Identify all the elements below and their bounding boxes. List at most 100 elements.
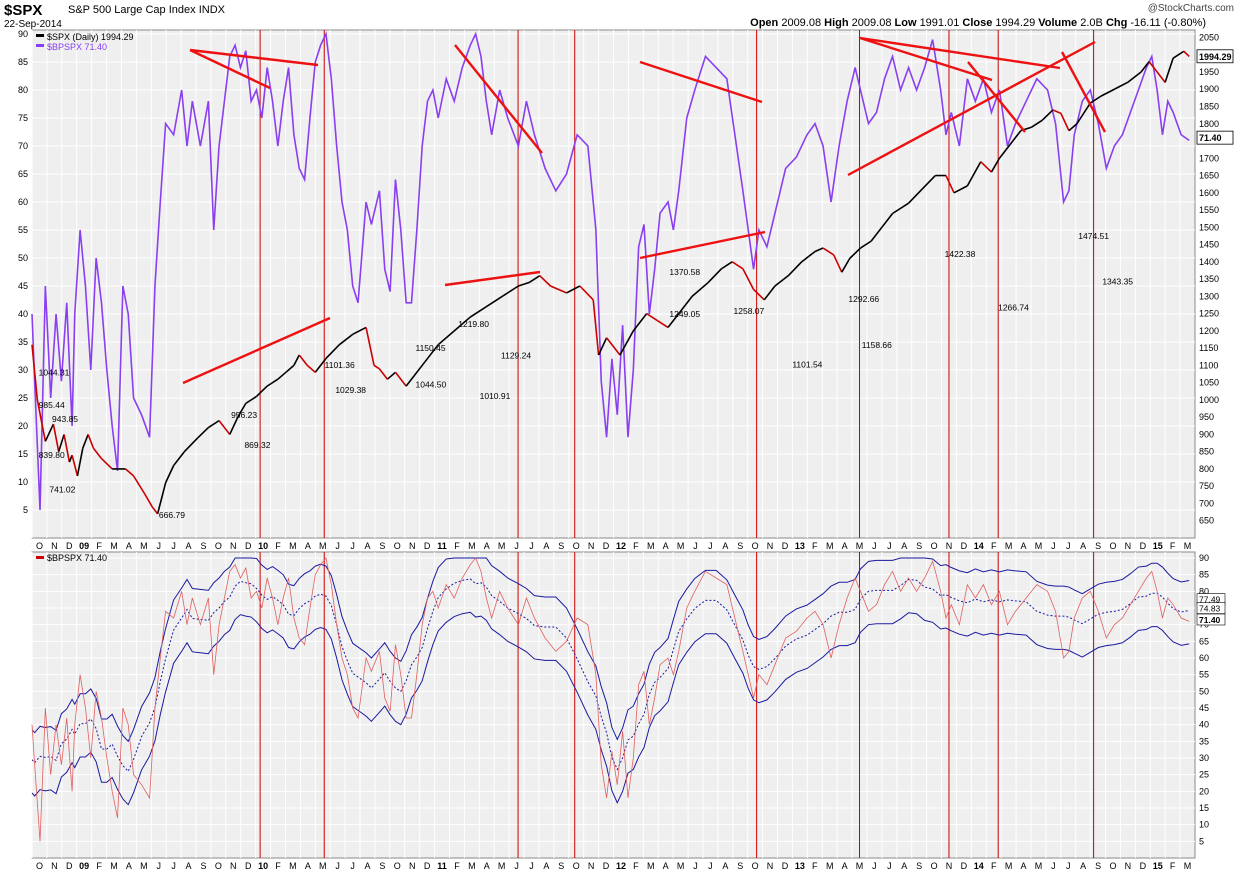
y-left-tick: 80 [18, 85, 28, 95]
x-tick-label-bottom: O [36, 861, 43, 871]
price-segment [907, 188, 923, 204]
price-annotation: 1219.80 [458, 319, 489, 329]
x-tick-label: N [767, 541, 774, 551]
y-left-tick: 40 [18, 309, 28, 319]
price-segment [378, 368, 389, 380]
price-segment [52, 423, 60, 452]
x-tick-label: J [350, 541, 355, 551]
price-annotation: 1101.36 [325, 360, 355, 370]
x-tick-label-bottom: A [484, 861, 490, 871]
y-right-tick: 2050 [1199, 32, 1219, 42]
x-tick-label-bottom: J [335, 861, 340, 871]
x-tick-label-bottom: D [245, 861, 252, 871]
y-left-tick: 10 [18, 477, 28, 487]
x-tick-label: M [468, 541, 476, 551]
x-tick-label-bottom: M [140, 861, 148, 871]
trendline [1060, 51, 1107, 133]
y-left-tick: 20 [18, 421, 28, 431]
y-right-tick: 850 [1199, 447, 1214, 457]
value-tag-box [1196, 49, 1234, 64]
y-left-tick: 5 [23, 505, 28, 515]
y-right-tick: 650 [1199, 516, 1214, 526]
sub-y-tick: 35 [1199, 736, 1209, 746]
trendline [847, 40, 1096, 177]
price-segment [143, 492, 153, 508]
price-segment [1100, 88, 1115, 97]
price-annotation: 1266.74 [998, 303, 1029, 313]
price-segment [646, 312, 658, 322]
x-tick-label-bottom: J [693, 861, 698, 871]
x-tick-label-bottom: N [51, 861, 58, 871]
price-annotation: 1258.07 [734, 306, 765, 316]
x-tick-label: M [677, 541, 685, 551]
x-tick-label-bottom: M [110, 861, 118, 871]
price-segment [338, 333, 354, 346]
index-name-text: S&P 500 Large Cap Index [68, 4, 196, 16]
x-tick-label: D [424, 541, 431, 551]
price-annotation: 1150.45 [415, 343, 445, 353]
x-tick-label-bottom: 12 [616, 861, 626, 871]
price-annotation: 1044.50 [415, 379, 446, 389]
x-tick-label: S [379, 541, 385, 551]
bpspx-line [31, 31, 1190, 511]
x-tick-label-bottom: F [454, 861, 460, 871]
x-tick-label-bottom: A [663, 861, 669, 871]
x-tick-label: D [961, 541, 968, 551]
y-right-tick: 1900 [1199, 84, 1219, 94]
legend-swatch [36, 34, 44, 37]
x-tick-label: A [305, 541, 311, 551]
price-segment [1052, 109, 1062, 115]
price-segment [36, 399, 47, 442]
x-tick-label: O [752, 541, 759, 551]
trendline [444, 270, 541, 287]
price-segment [849, 247, 862, 259]
price-segment [619, 330, 635, 356]
x-tick-label: A [842, 541, 848, 551]
x-tick-label: O [573, 541, 580, 551]
x-tick-label-bottom: F [633, 861, 639, 871]
x-tick-label: N [1125, 541, 1132, 551]
price-annotation: 741.02 [49, 484, 75, 494]
price-annotation: 1010.91 [480, 391, 511, 401]
price-segment [632, 313, 648, 332]
price-segment [469, 306, 487, 318]
x-tick-label-bottom: A [126, 861, 132, 871]
price-segment [44, 423, 55, 442]
x-tick-label: S [558, 541, 564, 551]
x-tick-label-bottom: F [275, 861, 281, 871]
x-tick-label-bottom: D [66, 861, 73, 871]
x-tick-label: A [722, 541, 728, 551]
price-segment [518, 281, 530, 287]
price-segment [763, 285, 776, 301]
x-tick-label-bottom: M [498, 861, 506, 871]
price-segment [285, 364, 295, 373]
price-segment [721, 261, 733, 270]
x-tick-label: A [1021, 541, 1027, 551]
price-segment [841, 257, 851, 273]
y-right-tick: 900 [1199, 429, 1214, 439]
x-tick-label-bottom: M [677, 861, 685, 871]
x-tick-label: O [931, 541, 938, 551]
y-right-tick: 1100 [1199, 360, 1218, 370]
x-tick-label: F [96, 541, 102, 551]
chg-label: Chg [1105, 17, 1128, 29]
price-annotation: 1129.24 [501, 350, 531, 360]
sub-value-tag-box [1196, 602, 1226, 614]
y-right-tick: 1200 [1199, 326, 1219, 336]
x-tick-label-bottom: O [1109, 861, 1116, 871]
x-tick-label-bottom: 15 [1153, 861, 1163, 871]
price-segment [197, 426, 209, 439]
y-right-tick: 800 [1199, 464, 1214, 474]
price-annotation: 869.32 [244, 440, 270, 450]
y-right-tick: 1350 [1199, 274, 1219, 284]
price-annotation: 1044.31 [39, 367, 70, 377]
y-left-tick: 55 [18, 225, 28, 235]
price-segment [63, 434, 71, 463]
x-tick-label-bottom: M [468, 861, 476, 871]
x-tick-label-bottom: A [186, 861, 192, 871]
y-right-tick: 1650 [1199, 171, 1219, 181]
price-segment [833, 254, 843, 273]
price-segment [953, 185, 968, 194]
legend-swatch [36, 44, 44, 47]
